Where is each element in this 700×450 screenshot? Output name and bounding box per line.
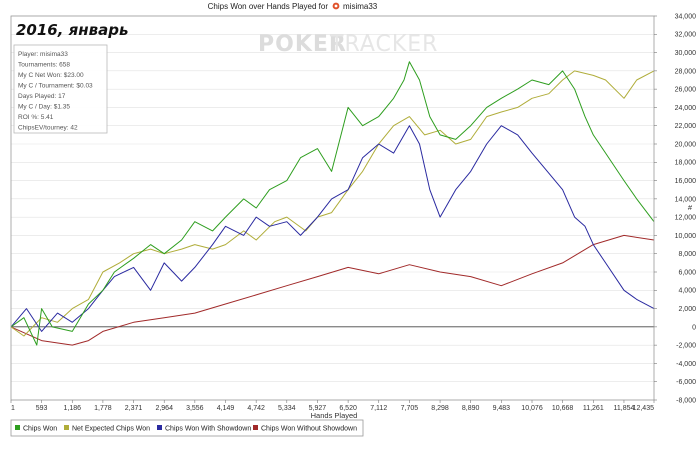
legend-item-label: Chips Won With Showdown bbox=[165, 426, 251, 433]
x-tick-label: 7,705 bbox=[401, 405, 419, 412]
y-tick-label: 22,000 bbox=[675, 123, 697, 130]
legend-item-label: Chips Won Without Showdown bbox=[261, 426, 357, 433]
x-tick-label: 5,927 bbox=[309, 405, 327, 412]
x-tick-label: 11,854 bbox=[614, 405, 635, 412]
y-tick-label: 28,000 bbox=[675, 68, 697, 75]
y-tick-label: 30,000 bbox=[675, 50, 697, 57]
stat-line: My C / Tournament: $0.03 bbox=[18, 83, 93, 90]
y-tick-label: -8,000 bbox=[676, 397, 696, 404]
x-tick-label: 1,778 bbox=[94, 405, 112, 412]
y-tick-label: 20,000 bbox=[675, 141, 697, 148]
series-line-chips-won-without-showdown bbox=[10, 234, 655, 346]
y-tick-label: 32,000 bbox=[675, 32, 697, 39]
x-tick-label: 6,520 bbox=[339, 405, 357, 412]
plot-frame bbox=[10, 15, 655, 401]
legend-item-label: Chips Won bbox=[23, 426, 57, 433]
legend-item-label: Net Expected Chips Won bbox=[72, 426, 150, 433]
y-tick-label: 16,000 bbox=[675, 178, 697, 185]
x-tick-label: 9,483 bbox=[493, 405, 511, 412]
y-tick-label: 24,000 bbox=[675, 105, 697, 112]
chart-title-player: misima33 bbox=[343, 2, 378, 11]
legend-swatch bbox=[15, 425, 20, 430]
legend-swatch bbox=[157, 425, 162, 430]
stat-line: Player: misima33 bbox=[18, 51, 68, 58]
y-axis-ticks: -8,000 -6,000 -4,000 -2,000 0 2,000 4,000 6,000… bbox=[654, 13, 696, 404]
x-tick-label: 1,186 bbox=[64, 405, 82, 412]
legend-swatch bbox=[64, 425, 69, 430]
y-tick-label: 12,000 bbox=[675, 215, 697, 222]
x-tick-label: 11,261 bbox=[583, 405, 604, 412]
y-tick-label: 14,000 bbox=[675, 196, 697, 203]
y-tick-label: 0 bbox=[692, 324, 696, 331]
x-tick-label: 5,334 bbox=[278, 405, 296, 412]
y-tick-label: -6,000 bbox=[676, 379, 696, 386]
series-lines bbox=[10, 61, 655, 346]
stat-line: ROI %: 5.41 bbox=[18, 114, 54, 121]
x-tick-label: 3,556 bbox=[186, 405, 204, 412]
x-tick-label: 10,076 bbox=[521, 405, 543, 412]
stat-line: Tournaments: 658 bbox=[18, 62, 70, 69]
x-tick-label: 8,298 bbox=[431, 405, 449, 412]
stat-line: My C / Day: $1.35 bbox=[18, 104, 70, 111]
poker-chip-icon bbox=[332, 2, 340, 10]
y-tick-label: 8,000 bbox=[678, 251, 696, 258]
stat-line: My C Net Won: $23.00 bbox=[18, 72, 84, 79]
x-tick-label: 12,435 bbox=[633, 405, 655, 412]
overlay-title: 2016, январь bbox=[16, 21, 129, 39]
y-tick-label: 34,000 bbox=[675, 13, 697, 20]
stat-line: Days Played: 17 bbox=[18, 93, 66, 100]
y-tick-label: 6,000 bbox=[678, 269, 696, 276]
y-tick-label: 18,000 bbox=[675, 160, 697, 167]
x-tick-label: 7,112 bbox=[370, 405, 387, 412]
stat-line: ChipsEV/tourney: 42 bbox=[18, 125, 78, 132]
y-tick-label: 26,000 bbox=[675, 87, 697, 94]
x-tick-label: 2,371 bbox=[125, 405, 143, 412]
y-tick-label: -2,000 bbox=[676, 343, 696, 350]
grid bbox=[11, 15, 654, 401]
x-tick-label: 8,890 bbox=[462, 405, 480, 412]
series-line-net-expected-chips-won bbox=[10, 70, 655, 337]
x-tick-label: 593 bbox=[36, 405, 48, 412]
stats-box: Player: misima33 Tournaments: 658 My C Net… bbox=[13, 44, 108, 134]
x-axis-ticks: 1 593 1,186 1,778 2,371 2,964 3,556 4,149 4,742 5… bbox=[10, 400, 655, 412]
y-tick-label: 2,000 bbox=[678, 306, 696, 313]
legend: Chips Won Net Expected Chips Won Chips Won… bbox=[10, 419, 364, 437]
legend-swatch bbox=[253, 425, 258, 430]
series-line-chips-won-with-showdown bbox=[10, 125, 655, 332]
watermark-tracker: TRACKER bbox=[329, 32, 438, 57]
y-axis-label: # bbox=[688, 203, 693, 212]
y-tick-label: 4,000 bbox=[678, 288, 696, 295]
x-tick-label: 1 bbox=[11, 405, 15, 412]
y-tick-label: 10,000 bbox=[675, 233, 697, 240]
x-tick-label: 4,742 bbox=[247, 405, 265, 412]
x-tick-label: 10,668 bbox=[552, 405, 574, 412]
chart-title: Chips Won over Hands Played for bbox=[208, 2, 329, 11]
series-line-chips-won bbox=[10, 61, 655, 346]
x-axis-label: Hands Played bbox=[311, 411, 358, 420]
y-tick-label: -4,000 bbox=[676, 361, 696, 368]
x-tick-label: 4,149 bbox=[217, 405, 235, 412]
x-tick-label: 2,964 bbox=[155, 405, 173, 412]
watermark: POKER TRACKER bbox=[258, 32, 438, 57]
